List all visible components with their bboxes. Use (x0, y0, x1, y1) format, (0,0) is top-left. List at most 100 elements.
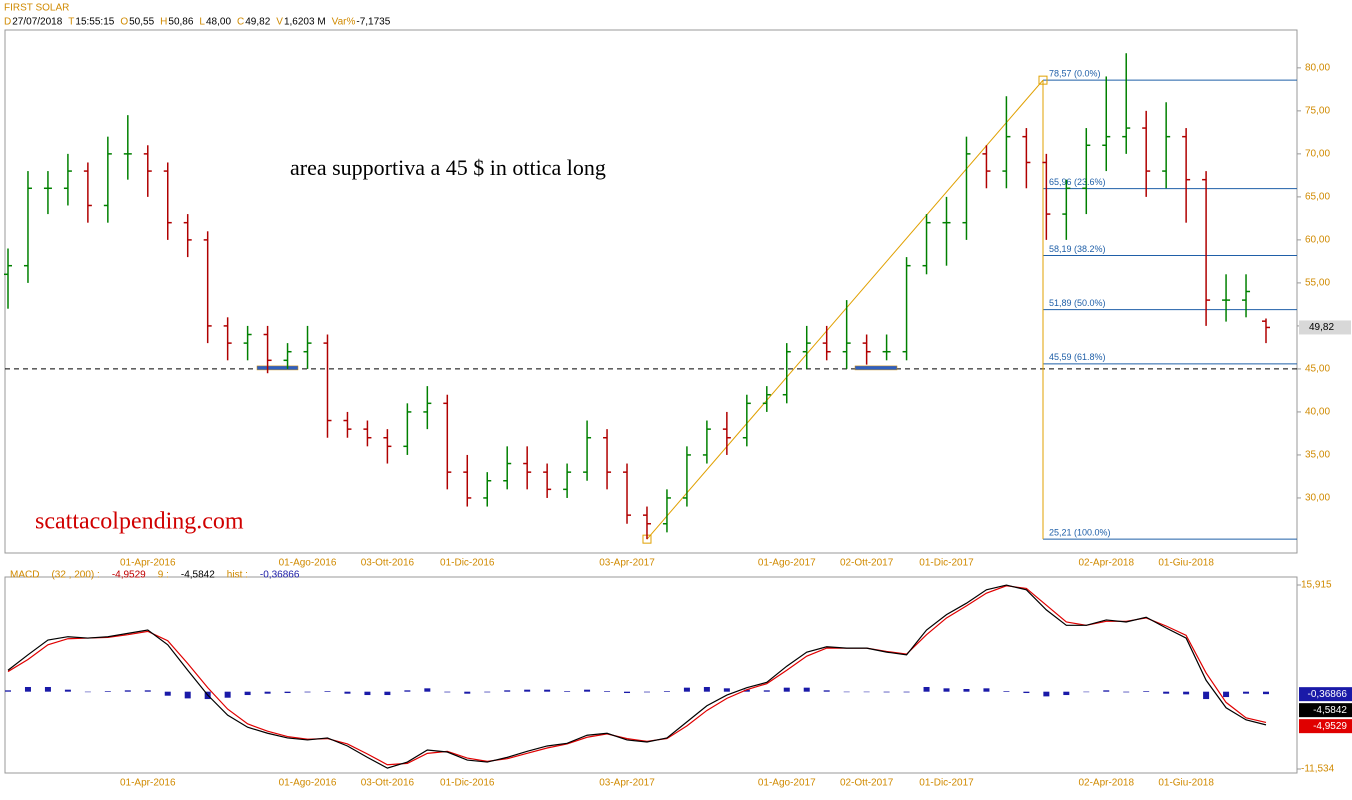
hist-bar (1203, 691, 1210, 700)
hist-bar (1223, 691, 1230, 698)
hist-bar (763, 690, 770, 692)
info-value: 27/07/2018 (12, 17, 62, 28)
hist-bar (344, 691, 351, 694)
y-tick-label: 30,00 (1305, 493, 1330, 504)
x-tick-label: 01-Apr-2016 (120, 778, 176, 789)
x-tick-label: 01-Dic-2016 (440, 558, 495, 569)
hist-bar (104, 691, 111, 692)
info-key: C (237, 17, 244, 28)
hist-bar (723, 688, 730, 692)
hist-bar (404, 690, 411, 692)
y-tick-label: 40,00 (1305, 407, 1330, 418)
x-tick-label: 01-Giu-2018 (1158, 558, 1214, 569)
info-value: 1,6203 M (284, 17, 326, 28)
y-tick-label: 60,00 (1305, 235, 1330, 246)
support-marker (256, 365, 299, 371)
info-key: D (4, 17, 11, 28)
y-tick-label: 35,00 (1305, 450, 1330, 461)
y-tick-label: 70,00 (1305, 149, 1330, 160)
hist-bar (963, 689, 970, 692)
macd-legend: -4,9529 (112, 570, 146, 581)
hist-bar (324, 691, 331, 692)
value-badge (1299, 703, 1352, 718)
info-key: H (160, 17, 167, 28)
y-tick-label: 55,00 (1305, 278, 1330, 289)
value-badge-label: -4,5842 (1313, 705, 1347, 716)
x-tick-label: 01-Apr-2016 (120, 558, 176, 569)
value-badge-label: -4,9529 (1313, 721, 1347, 732)
y-tick-label: 65,00 (1305, 192, 1330, 203)
hist-bar (484, 691, 491, 693)
hist-bar (1063, 691, 1070, 696)
info-value: 50,55 (129, 17, 154, 28)
hist-bar (803, 687, 810, 692)
hist-bar (903, 691, 910, 693)
x-tick-label: 03-Apr-2017 (599, 778, 655, 789)
y-tick-label: 75,00 (1305, 105, 1330, 116)
info-key: O (120, 17, 128, 28)
hist-bar (164, 691, 171, 696)
hist-bar (84, 691, 91, 693)
price-panel (4, 29, 1298, 554)
info-key: T (68, 17, 74, 28)
macd-panel (4, 576, 1298, 774)
x-tick-label: 02-Ott-2017 (840, 778, 894, 789)
info-key: L (199, 17, 205, 28)
fib-label: 58,19 (38.2%) (1049, 244, 1106, 254)
hist-bar (244, 691, 251, 696)
macd-legend: MACD (10, 570, 39, 581)
x-tick-label: 01-Dic-2016 (440, 778, 495, 789)
hist-bar (883, 691, 890, 693)
y-tick-label: 80,00 (1305, 62, 1330, 73)
fib-label: 51,89 (50.0%) (1049, 298, 1106, 308)
x-tick-label: 02-Ott-2017 (840, 558, 894, 569)
info-value: 50,86 (168, 17, 193, 28)
x-tick-label: 01-Ago-2016 (279, 558, 337, 569)
info-key: V (276, 17, 283, 28)
x-tick-label: 01-Giu-2018 (1158, 778, 1214, 789)
chart-title: FIRST SOLAR (4, 3, 69, 14)
hist-bar (663, 691, 670, 692)
x-tick-label: 01-Ago-2017 (758, 558, 816, 569)
hist-bar (5, 690, 11, 692)
annotation: area supportiva a 45 $ in ottica long (290, 155, 606, 180)
hist-bar (1043, 691, 1050, 697)
hist-bar (1263, 691, 1269, 695)
hist-bar (264, 691, 271, 694)
hist-bar (1183, 691, 1190, 695)
hist-bar (1143, 691, 1150, 692)
hist-bar (24, 686, 31, 692)
x-tick-label: 01-Dic-2017 (919, 558, 974, 569)
hist-bar (783, 687, 790, 692)
hist-bar (504, 690, 511, 692)
hist-bar (284, 691, 291, 694)
trend-line (646, 79, 1044, 540)
info-key: Var% (332, 17, 356, 28)
last-price-label: 49,82 (1309, 322, 1334, 333)
x-tick-label: 03-Apr-2017 (599, 558, 655, 569)
hist-bar (643, 691, 650, 693)
hist-bar (703, 686, 710, 692)
fib-label: 25,21 (100.0%) (1049, 528, 1111, 538)
info-value: -7,1735 (356, 17, 390, 28)
hist-bar (843, 691, 850, 693)
fib-label: 65,96 (23.6%) (1049, 177, 1106, 187)
macd-legend: -4,5842 (181, 570, 215, 581)
anchor-square (1038, 75, 1048, 85)
value-badge (1299, 719, 1352, 734)
hist-bar (64, 689, 71, 692)
x-tick-label: 01-Ago-2017 (758, 778, 816, 789)
hist-bar (1083, 691, 1090, 693)
info-value: 49,82 (245, 17, 270, 28)
hist-bar (1123, 691, 1130, 693)
value-badge (1299, 687, 1352, 702)
hist-bar (364, 691, 371, 696)
macd-legend: -0,36866 (260, 570, 300, 581)
hist-bar (943, 688, 950, 692)
macd-legend: (32 , 200) : (51, 570, 99, 581)
info-value: 15:55:15 (75, 17, 114, 28)
last-price-badge (1299, 320, 1351, 335)
x-tick-label: 01-Ago-2016 (279, 778, 337, 789)
